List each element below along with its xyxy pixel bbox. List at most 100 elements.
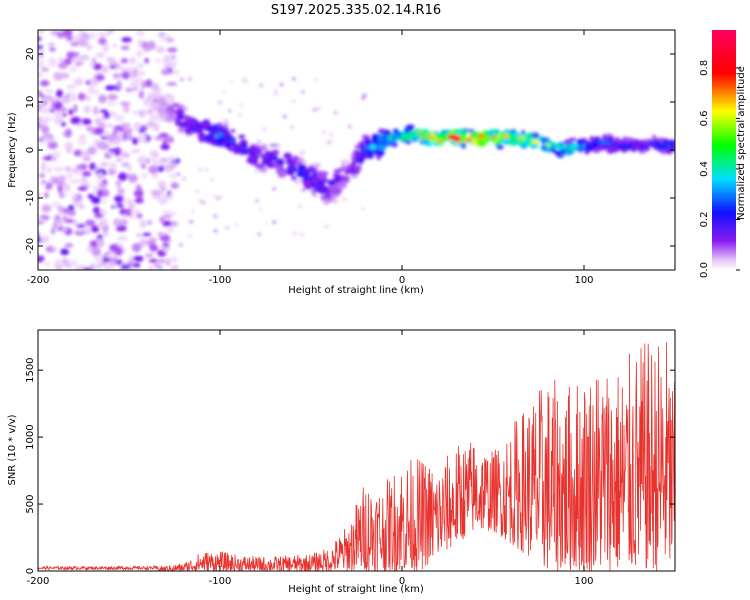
spectrogram-cell — [484, 135, 492, 142]
spectrogram-cell — [215, 133, 223, 138]
y-tick-label: 20 — [25, 48, 36, 61]
spectrogram-cell — [139, 238, 148, 247]
spectrogram-cell — [62, 257, 68, 265]
spectrogram-cell — [333, 176, 342, 183]
spectrogram-cell — [150, 123, 160, 128]
spectrogram-cell — [92, 63, 103, 71]
spectrogram-cell — [169, 106, 173, 110]
spectrogram-cell — [78, 266, 83, 270]
spectrogram-cell — [223, 119, 229, 123]
spectrogram-cell — [97, 222, 109, 228]
spectrogram-cell — [107, 93, 118, 101]
spectrogram-cell — [176, 172, 181, 176]
spectrogram-cell — [170, 70, 181, 75]
spectrogram-cell — [87, 193, 95, 199]
spectrogram-cell — [38, 192, 41, 198]
spectrogram-cell — [237, 113, 242, 117]
spectrogram-cell — [116, 183, 122, 190]
spectrogram-cell — [93, 206, 101, 215]
spectrogram-cell — [194, 123, 200, 130]
spectrogram-cell — [454, 135, 462, 142]
spectrogram-cell — [392, 128, 399, 135]
spectrogram-cell — [157, 265, 163, 270]
spectrogram-cell — [90, 225, 100, 233]
colorbar-ticks: 0.0 0.2 0.4 0.6 0.8 — [699, 60, 740, 278]
spectrogram-cell — [471, 131, 479, 139]
spectrogram-cell — [156, 259, 166, 263]
spectrogram-cell — [557, 143, 562, 147]
spectrogram-cell — [530, 144, 537, 149]
spectrogram-cell — [106, 123, 114, 128]
spectrogram-cell — [159, 103, 168, 110]
spectrogram-cell — [198, 167, 203, 172]
spectrogram-cell — [38, 218, 45, 222]
spectrogram-cell — [136, 50, 143, 58]
spectrogram-cell — [316, 170, 325, 177]
spectrogram-cell — [385, 139, 394, 146]
spectrogram-cell — [318, 188, 326, 195]
spectrogram-cell — [365, 148, 374, 154]
spectrogram-cell — [94, 117, 102, 126]
spectrogram-cell — [225, 142, 231, 148]
spectrogram-cell — [161, 209, 172, 213]
spectrogram-cell — [211, 194, 216, 198]
spectrogram-cell — [268, 146, 272, 150]
spectrogram-cell — [257, 140, 262, 144]
spectrogram-cell — [258, 208, 263, 212]
spectrogram-cell — [497, 134, 503, 138]
spectrogram-cell — [130, 82, 140, 88]
spectrogram-cell — [521, 130, 526, 135]
colorbar-tick-label: 0.4 — [699, 161, 710, 177]
spectrogram-cell — [360, 206, 365, 211]
spectrogram-cell — [147, 220, 153, 225]
spectrogram-cell — [267, 161, 272, 168]
spectrogram-cell — [152, 102, 160, 110]
spectrogram-cell — [189, 220, 194, 224]
spectrogram-cell — [92, 185, 98, 195]
spectrogram-cell — [291, 176, 297, 181]
spectrogram-cell — [329, 139, 334, 143]
y-tick-label: 0 — [25, 147, 36, 153]
spectrogram-cell — [96, 238, 105, 248]
spectrogram-cell — [94, 256, 101, 263]
spectrogram-cell — [73, 78, 85, 86]
spectrogram-cell — [149, 244, 159, 252]
spectrogram-cell — [421, 138, 427, 145]
spectrogram-cell — [120, 265, 132, 270]
spectrogram-cell — [184, 107, 188, 111]
x-tick-label: 100 — [574, 275, 593, 286]
spectrogram-cell — [53, 221, 58, 229]
spectrogram-cell — [101, 65, 109, 74]
spectrogram-cell — [61, 95, 71, 104]
spectrogram-cell — [120, 45, 130, 51]
spectrogram-cell — [138, 111, 144, 116]
spectrogram-cell — [92, 89, 99, 95]
spectrogram-cell — [301, 168, 310, 174]
spectrogram-x-ticks: -200 -100 0 100 — [27, 30, 594, 286]
spectrogram-cell — [598, 144, 603, 151]
spectrogram-cell — [99, 183, 107, 189]
spectrogram-cell — [178, 243, 183, 247]
spectrogram-cell — [405, 124, 415, 131]
spectrogram-cell — [107, 167, 117, 176]
spectrogram-cell — [91, 197, 101, 204]
x-tick-label: -100 — [209, 275, 232, 286]
spectrogram-cell — [40, 125, 50, 134]
spectrogram-cell — [66, 167, 71, 171]
spectrogram-cell — [146, 40, 156, 51]
spectrogram-cell — [566, 151, 571, 156]
spectrogram-cell — [160, 187, 167, 191]
spectrogram-cells — [38, 30, 675, 270]
spectrogram-cell — [132, 137, 139, 145]
spectrogram-cell — [432, 137, 438, 143]
spectrogram-cell — [631, 145, 637, 153]
spectrogram-cell — [175, 108, 185, 115]
spectrogram-cell — [276, 165, 283, 171]
spectrogram-cell — [502, 138, 511, 145]
spectrogram-cell — [59, 228, 68, 233]
spectrogram-cell — [365, 142, 371, 147]
spectrogram-cell — [329, 133, 333, 137]
spectrogram-cell — [136, 233, 142, 237]
spectrogram-cell — [77, 186, 88, 191]
